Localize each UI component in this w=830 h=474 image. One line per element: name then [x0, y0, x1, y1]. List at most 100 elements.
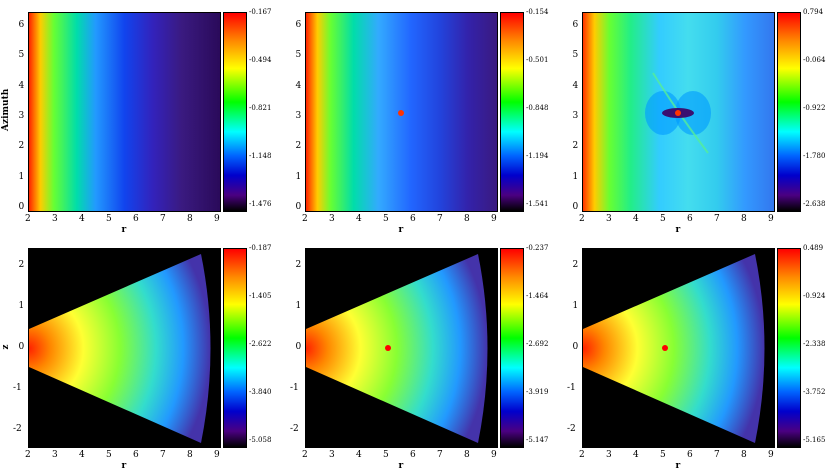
x-tick-label: 6: [687, 214, 693, 224]
y-tick-label: 5: [572, 50, 579, 61]
x-tick-label: 5: [660, 450, 666, 460]
x-axis-label: r: [675, 225, 681, 235]
colorbar-tick: -2.638: [803, 200, 826, 208]
x-tick-label: 9: [768, 214, 774, 224]
x-tick-label: 6: [133, 214, 139, 224]
x-tick-label: 3: [606, 450, 612, 460]
colorbar: [777, 12, 801, 212]
x-tick-label: 7: [714, 214, 720, 224]
y-tick-label: 0: [295, 342, 302, 352]
y-tick-label: 4: [18, 80, 25, 91]
colorbar-tick: 0.794: [803, 8, 824, 16]
x-tick-label: 5: [106, 214, 112, 224]
x-axis-label: r: [121, 461, 127, 471]
colorbar-tick: -0.154: [526, 8, 549, 16]
x-tick-label: 6: [133, 450, 139, 460]
x-axis-label: r: [121, 225, 127, 235]
plot-area: [305, 248, 498, 448]
y-tick-label: 5: [295, 50, 302, 61]
x-tick-label: 2: [579, 450, 585, 460]
x-tick-label: 8: [741, 450, 747, 460]
y-tick-label: 3: [295, 111, 302, 121]
x-tick-label: 3: [52, 214, 58, 224]
colorbar-tick: -0.501: [526, 56, 549, 64]
colorbar-tick: -0.187: [249, 244, 272, 252]
colorbar: [223, 12, 247, 212]
y-tick-label: 5: [18, 50, 25, 61]
y-tick-label: 2: [18, 141, 25, 152]
x-tick-label: 5: [106, 450, 112, 460]
x-tick-label: 8: [464, 214, 470, 224]
colorbar-tick: -2.692: [526, 340, 549, 348]
y-tick-label: 0: [18, 202, 25, 212]
y-tick-label: 2: [295, 260, 302, 270]
colorbar-tick: -3.752: [803, 388, 826, 396]
planet-marker: [385, 345, 391, 351]
disk-wedge: [583, 254, 765, 443]
x-tick-label: 3: [606, 214, 612, 224]
map-image: [29, 13, 220, 211]
y-tick-label: 2: [572, 141, 579, 152]
map-image: [306, 13, 497, 211]
y-tick-label: 1: [295, 171, 302, 182]
x-axis-label: r: [398, 225, 404, 235]
y-tick-label: -2: [567, 424, 576, 434]
y-tick-label: 0: [572, 342, 579, 352]
planet-marker: [675, 110, 681, 116]
x-tick-label: 7: [160, 450, 166, 460]
x-axis-label: r: [675, 461, 681, 471]
plot-area: [28, 12, 221, 212]
x-tick-label: 9: [491, 214, 497, 224]
y-tick-label: 2: [18, 260, 25, 270]
colorbar-tick: -0.237: [526, 244, 549, 252]
colorbar-tick: -2.338: [803, 340, 826, 348]
colorbar-tick: -0.922: [803, 104, 826, 112]
colorbar-tick: -5.058: [249, 436, 272, 444]
y-tick-label: -1: [13, 383, 22, 393]
plot-area: [582, 12, 775, 212]
y-tick-label: 2: [295, 141, 302, 152]
x-tick-label: 4: [79, 214, 85, 224]
y-tick-label: 3: [572, 111, 579, 121]
y-axis-label: Azimuth: [1, 88, 11, 131]
x-tick-label: 7: [160, 214, 166, 224]
y-tick-label: 4: [295, 80, 302, 91]
colorbar-tick: -0.494: [249, 56, 272, 64]
planet-marker: [398, 110, 404, 116]
y-tick-label: 1: [572, 301, 579, 311]
y-tick-label: 1: [572, 171, 579, 182]
map-image: [306, 249, 497, 447]
x-tick-label: 7: [437, 214, 443, 224]
colorbar-tick: -5.147: [526, 436, 549, 444]
colorbar: [500, 12, 524, 212]
disk-wedge: [29, 254, 211, 443]
colorbar: [777, 248, 801, 448]
y-tick-label: 6: [18, 20, 25, 30]
x-tick-label: 5: [660, 214, 666, 224]
plot-area: [582, 248, 775, 448]
x-tick-label: 4: [79, 450, 85, 460]
x-tick-label: 2: [25, 214, 31, 224]
y-tick-label: 2: [572, 260, 579, 270]
colorbar-tick: 0.489: [803, 244, 824, 252]
planet-marker: [662, 345, 668, 351]
colorbar: [223, 248, 247, 448]
colorbar: [500, 248, 524, 448]
y-tick-label: -1: [567, 383, 576, 393]
x-tick-label: 9: [491, 450, 497, 460]
x-tick-label: 7: [714, 450, 720, 460]
x-tick-label: 3: [329, 214, 335, 224]
x-tick-label: 6: [410, 214, 416, 224]
map-image: [29, 249, 220, 447]
x-tick-label: 2: [25, 450, 31, 460]
y-tick-label: 1: [18, 301, 25, 311]
y-tick-label: 1: [18, 171, 25, 182]
map-image: [583, 249, 774, 447]
x-tick-label: 4: [633, 214, 639, 224]
x-tick-label: 8: [464, 450, 470, 460]
x-tick-label: 7: [437, 450, 443, 460]
plot-area: [28, 248, 221, 448]
y-tick-label: 0: [572, 202, 579, 212]
x-tick-label: 9: [214, 214, 220, 224]
y-tick-label: 0: [295, 202, 302, 212]
